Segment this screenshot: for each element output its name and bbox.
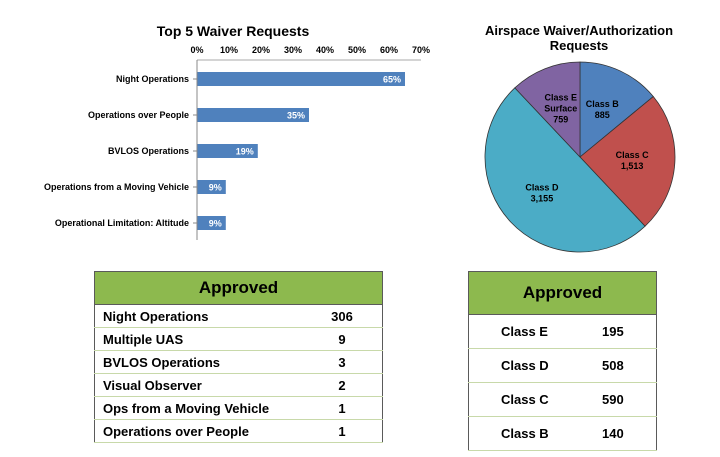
pie-slice <box>484 87 646 253</box>
approved-airspace-row-label: Class E <box>468 314 596 349</box>
approved-waiver-row: Multiple UAS 9 <box>94 327 383 351</box>
bar-category-label: BVLOS Operations <box>108 146 189 156</box>
approved-airspace-row: Class C 590 <box>468 382 657 417</box>
bar-x-tick-label: 40% <box>316 45 334 55</box>
bar-category-label: Operations from a Moving Vehicle <box>44 182 189 192</box>
approved-airspace-row-label: Class D <box>468 348 596 383</box>
approved-waivers-table: Approved Night Operations 306 Multiple UAS… <box>94 271 383 443</box>
approved-waiver-row-label: Multiple UAS <box>94 327 302 351</box>
approved-airspace-row-label: Class C <box>468 382 596 417</box>
bar <box>197 180 226 194</box>
bar-data-label: 35% <box>287 111 305 121</box>
bar-category-label: Operational Limitation: Altitude <box>55 218 189 228</box>
pie-slice-label: Class B 885 <box>586 99 620 120</box>
approved-waiver-row-value: 9 <box>302 327 383 351</box>
bar-x-tick-label: 60% <box>380 45 398 55</box>
bar-x-tick-label: 0% <box>190 45 203 55</box>
approved-waiver-row: BVLOS Operations 3 <box>94 350 383 374</box>
bar <box>197 216 226 230</box>
approved-waiver-row-value: 1 <box>302 419 383 443</box>
pie-chart-title: Airspace Waiver/Authorization Requests <box>485 23 673 53</box>
pie-slice <box>514 61 581 159</box>
approved-waiver-row-value: 3 <box>302 350 383 374</box>
bar-x-tick-label: 20% <box>252 45 270 55</box>
bar-category-label: Operations over People <box>88 110 189 120</box>
approved-airspace-header: Approved <box>468 271 657 315</box>
approved-airspace-row-label: Class B <box>468 416 596 451</box>
approved-waiver-row-label: Night Operations <box>94 304 302 328</box>
pie-slice-label: Class D 3,155 <box>525 182 559 203</box>
approved-airspace-row: Class E 195 <box>468 314 657 349</box>
bar-data-label: 19% <box>236 147 254 157</box>
approved-airspace-row-value: 140 <box>596 416 657 451</box>
pie-slice <box>579 61 654 158</box>
airspace-requests-pie-chart: Airspace Waiver/Authorization Requests Cl… <box>484 23 676 253</box>
approved-waiver-row: Night Operations 306 <box>94 304 383 328</box>
bar-data-label: 65% <box>383 75 401 85</box>
approved-waivers-header: Approved <box>94 271 383 305</box>
approved-airspace-row-value: 195 <box>596 314 657 349</box>
approved-waiver-row-label: Ops from a Moving Vehicle <box>94 396 302 420</box>
bar-x-tick-label: 30% <box>284 45 302 55</box>
approved-waiver-row-value: 306 <box>302 304 383 328</box>
pie-slice <box>579 95 676 227</box>
approved-waiver-row: Operations over People 1 <box>94 419 383 443</box>
approved-airspace-row-value: 508 <box>596 348 657 383</box>
bar-x-tick-label: 10% <box>220 45 238 55</box>
approved-waiver-row: Ops from a Moving Vehicle 1 <box>94 396 383 420</box>
approved-airspace-row-value: 590 <box>596 382 657 417</box>
pie-slice-label: Class C 1,513 <box>616 150 650 171</box>
approved-waiver-row-value: 2 <box>302 373 383 397</box>
approved-airspace-row: Class B 140 <box>468 416 657 451</box>
approved-waiver-row-label: BVLOS Operations <box>94 350 302 374</box>
bar-chart-title: Top 5 Waiver Requests <box>157 23 310 39</box>
bar-data-label: 9% <box>209 219 222 229</box>
bar <box>197 108 309 122</box>
bar-x-tick-label: 50% <box>348 45 366 55</box>
approved-waiver-row: Visual Observer 2 <box>94 373 383 397</box>
bar <box>197 144 258 158</box>
bar-category-label: Night Operations <box>116 74 189 84</box>
approved-waiver-row-value: 1 <box>302 396 383 420</box>
approved-airspace-row: Class D 508 <box>468 348 657 383</box>
bar-x-tick-label: 70% <box>412 45 430 55</box>
approved-waiver-row-label: Operations over People <box>94 419 302 443</box>
bar <box>197 72 405 86</box>
approved-airspace-table: Approved Class E 195 Class D 508 Class C 590 C… <box>468 271 657 451</box>
approved-waiver-row-label: Visual Observer <box>94 373 302 397</box>
pie-slice-label: Class E Surface 759 <box>544 92 577 124</box>
waiver-requests-bar-chart: Top 5 Waiver Requests 0% 10% 20% 30% 40% 50% 6… <box>44 23 430 240</box>
bar-data-label: 9% <box>209 183 222 193</box>
